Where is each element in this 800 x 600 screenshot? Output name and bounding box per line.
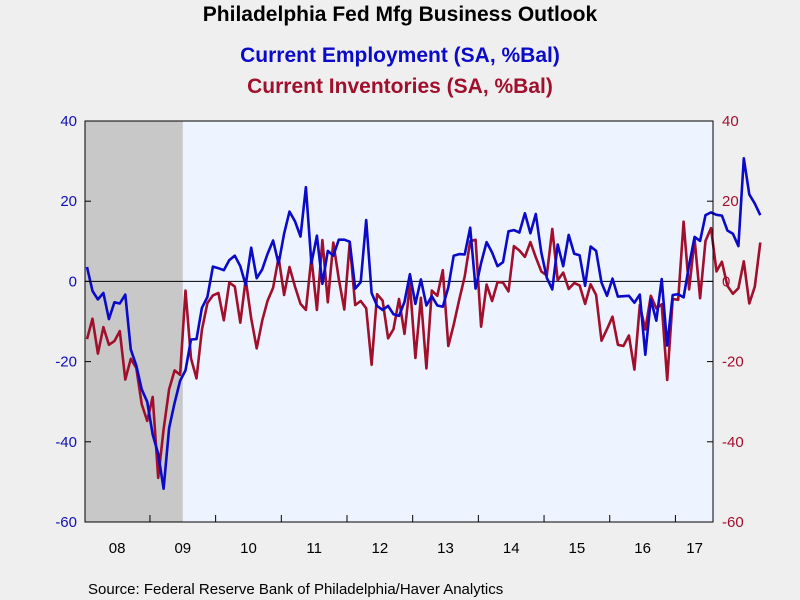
x-tick-label: 12 [371, 540, 388, 557]
series-line-employment [85, 157, 762, 491]
legend-inventories: Current Inventories (SA, %Bal) [247, 75, 553, 98]
plot-frame [84, 120, 714, 523]
y-left-tick-label: -20 [55, 354, 77, 371]
y-left-tick-label: -60 [55, 514, 77, 531]
x-tick-label: 13 [437, 540, 454, 557]
source-note: Source: Federal Reserve Bank of Philadel… [88, 581, 503, 598]
y-left-tick-label: 40 [60, 113, 77, 130]
x-tick-label: 15 [569, 540, 586, 557]
x-tick-label: 09 [174, 540, 191, 557]
y-left-tick-label: 20 [60, 193, 77, 210]
x-tick-label: 17 [686, 540, 703, 557]
x-tick-label: 08 [109, 540, 126, 557]
x-tick-label: 11 [306, 540, 322, 557]
chart-title: Philadelphia Fed Mfg Business Outlook [203, 3, 598, 26]
recession-shading [85, 121, 183, 522]
y-right-tick-label: 40 [722, 113, 739, 130]
legend-employment: Current Employment (SA, %Bal) [240, 44, 560, 67]
x-tick-label: 14 [503, 540, 520, 557]
y-right-tick-label: -20 [722, 354, 744, 371]
y-left-tick-label: -40 [55, 434, 77, 451]
y-left-tick-label: 0 [69, 273, 77, 290]
y-right-tick-label: 20 [722, 193, 739, 210]
series-line-inventories [85, 220, 762, 480]
x-tick-label: 10 [240, 540, 257, 557]
x-tick-label: 16 [634, 540, 651, 557]
y-right-tick-label: -40 [722, 434, 744, 451]
y-right-tick-label: -60 [722, 514, 744, 531]
y-right-tick-label: 0 [722, 273, 730, 290]
plot-area [85, 121, 713, 522]
